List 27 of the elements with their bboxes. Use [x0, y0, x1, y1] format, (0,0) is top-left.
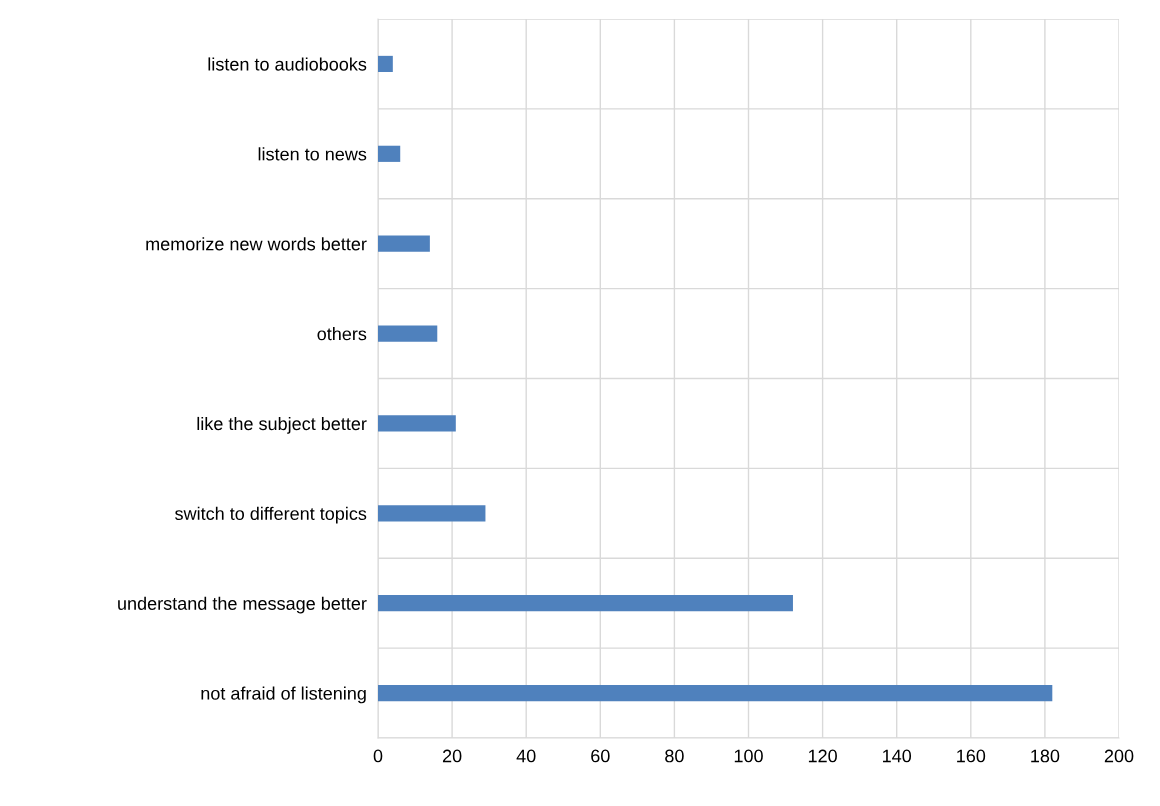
x-tick-label: 200 [1104, 749, 1134, 763]
bar [378, 235, 430, 252]
x-tick-label: 80 [665, 749, 684, 763]
y-tick-label: switch to different topics [175, 506, 367, 524]
x-tick-label: 120 [808, 749, 837, 763]
y-tick-label: others [317, 327, 367, 341]
bar [378, 145, 401, 162]
x-tick-label: 160 [957, 749, 986, 763]
x-tick-label: 20 [442, 749, 462, 763]
bar [378, 684, 1053, 702]
y-tick-label: memorize new words better [146, 237, 367, 251]
x-tick-label: 140 [883, 749, 912, 763]
y-tick-label: like the subject better [197, 416, 367, 434]
x-tick-label: 60 [591, 749, 610, 763]
y-tick-label: listen to news [258, 147, 367, 161]
y-tick-label: understand the message better [118, 596, 367, 614]
bar [378, 595, 793, 612]
x-tick-label: 100 [734, 749, 763, 763]
bar [378, 55, 393, 73]
y-tick-label: not afraid of listening [201, 686, 366, 704]
bar [378, 325, 438, 342]
x-tick-label: 40 [516, 749, 536, 763]
bar [378, 505, 486, 522]
x-tick-label: 180 [1031, 749, 1060, 763]
bar [378, 415, 456, 432]
x-tick-label: 0 [373, 749, 383, 763]
y-tick-label: listen to audiobooks [208, 57, 367, 71]
